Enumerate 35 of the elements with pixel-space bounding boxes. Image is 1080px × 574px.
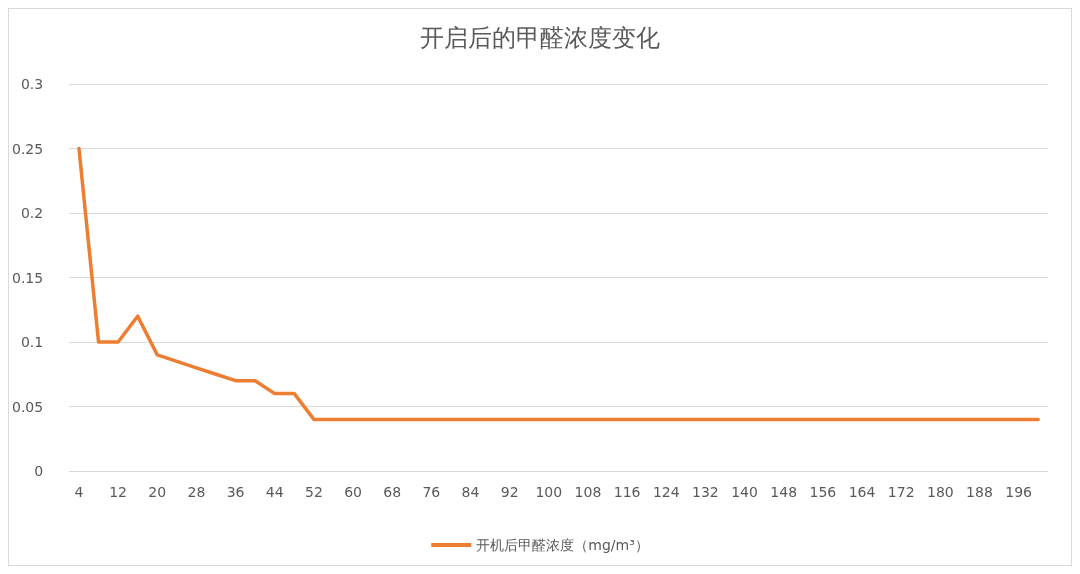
x-tick-label: 12 [109, 484, 128, 500]
x-tick-label: 28 [187, 484, 206, 500]
y-tick-label: 0.05 [12, 398, 44, 415]
x-tick-label: 36 [226, 484, 245, 500]
x-tick-label: 188 [966, 484, 993, 500]
y-tick-label: 0.25 [12, 140, 44, 157]
x-tick-label: 164 [848, 484, 876, 500]
x-tick-label: 92 [500, 484, 519, 500]
x-tick-label: 172 [887, 484, 915, 500]
y-tick-label: 0.1 [20, 334, 44, 350]
x-tick-label: 180 [926, 484, 954, 500]
x-tick-label: 116 [613, 484, 641, 500]
x-tick-label: 124 [652, 484, 680, 500]
x-tick-label: 68 [383, 484, 402, 500]
x-tick-label: 20 [148, 484, 167, 500]
y-tick-label: 0.3 [20, 76, 44, 92]
x-tick-label: 156 [809, 484, 837, 500]
x-tick-label: 52 [304, 484, 323, 500]
line-series [77, 146, 1040, 422]
x-tick-label: 84 [461, 484, 480, 500]
y-tick-label: 0.2 [20, 205, 44, 221]
x-tick-label: 76 [422, 484, 441, 500]
legend-label: 开机后甲醛浓度（mg/m³） [476, 537, 649, 553]
x-tick-label: 148 [770, 484, 798, 500]
x-tick-label: 60 [344, 484, 362, 500]
y-tick-label: 0 [34, 463, 44, 479]
x-tick-label: 44 [265, 484, 284, 500]
x-tick-label: 4 [74, 484, 84, 500]
x-tick-label: 196 [1005, 484, 1033, 500]
x-tick-label: 100 [535, 484, 563, 500]
x-tick-label: 140 [731, 484, 758, 500]
x-tick-label: 108 [574, 484, 602, 500]
x-tick-label: 132 [692, 484, 719, 500]
y-tick-label: 0.15 [12, 269, 44, 286]
chart-title: 开启后的甲醛浓度变化 [420, 24, 660, 52]
